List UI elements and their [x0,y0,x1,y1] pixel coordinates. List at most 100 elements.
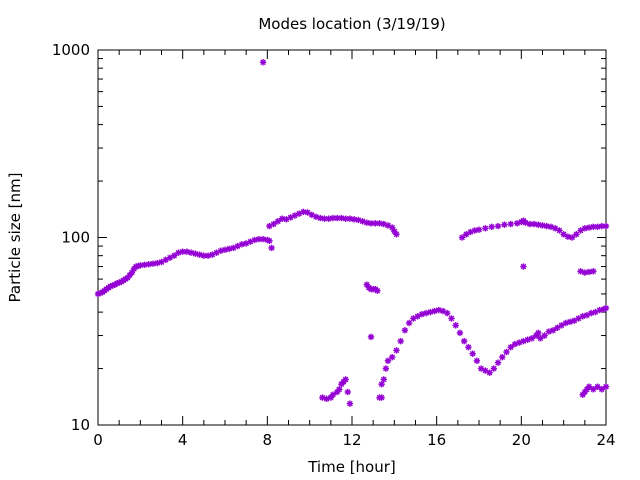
data-point [278,215,286,222]
data-point [602,383,610,390]
data-point [469,350,476,357]
data-point [602,222,610,230]
data-point [242,240,250,247]
data-point [473,357,481,364]
data-point [488,223,495,231]
data-point [458,234,466,241]
y-tick-label: 1000 [52,41,90,59]
data-point [405,319,413,327]
axis-tick-labels: 0 4 8 12 16 20 24 10 100 1000 [52,41,616,449]
data-point [196,251,203,258]
data-point [380,376,387,383]
data-point [266,237,273,245]
data-point [573,231,580,238]
data-point [507,220,514,228]
data-point [486,369,493,376]
data-point [568,234,576,241]
data-point [520,263,527,270]
data-point [579,313,586,320]
data-point [598,386,605,393]
data-point [501,221,508,228]
data-point [558,322,565,329]
data-point [401,327,409,334]
data-point [596,306,603,314]
data-point [581,225,589,232]
data-point [287,214,294,221]
chart-title: Modes location (3/19/19) [258,15,445,33]
data-point [448,315,455,322]
data-point [482,225,489,232]
data-point [397,337,404,345]
data-point [539,222,546,229]
data-point [494,359,502,366]
data-point [378,394,385,401]
data-point [145,261,152,268]
x-tick-label: 24 [596,431,615,449]
data-point [384,357,392,364]
x-tick-label: 16 [427,431,446,449]
data-point [471,227,478,234]
data-point [602,304,610,312]
data-point [503,348,510,356]
x-tick-label: 4 [178,431,188,449]
data-point [378,381,385,388]
data-point [393,231,400,238]
data-point [192,250,199,257]
data-point [556,227,563,234]
data-point [268,244,275,252]
x-tick-label: 0 [93,431,103,449]
data-point [452,322,459,329]
data-point [535,329,542,337]
data-point [382,365,390,372]
data-point [499,353,506,361]
data-point [350,216,358,223]
data-point [393,347,400,354]
data-point [456,329,464,337]
data-point [490,365,498,372]
data-point [346,400,354,407]
data-point [460,337,468,345]
data-point [444,309,451,317]
data-point [494,222,502,230]
axis-ticks [97,49,607,426]
data-point [376,220,383,227]
data-point [270,220,277,228]
data-point [274,218,282,225]
data-point [528,335,536,342]
data-point [259,235,267,243]
data-point [346,215,354,222]
data-point [543,222,550,230]
data-point [507,343,514,351]
data-point [537,335,544,342]
data-point [389,353,396,361]
y-axis-label: Particle size [nm] [6,173,24,303]
data-point [594,223,601,231]
data-point [259,59,267,66]
data-point [585,224,593,231]
data-point [590,268,597,275]
data-point [344,388,351,396]
x-tick-label: 20 [512,431,531,449]
x-axis-label: Time [hour] [307,458,396,476]
data-point [374,287,381,294]
data-point [590,386,597,393]
data-point [175,249,182,256]
data-points [94,59,610,407]
data-point [367,333,375,341]
data-point [435,306,442,314]
data-point [158,258,165,266]
data-point [342,376,349,383]
data-point [475,226,483,233]
data-point [329,391,337,398]
data-point [171,252,178,259]
plot-frame [97,49,607,426]
data-point [541,332,548,339]
data-point [598,222,605,230]
x-tick-label: 12 [342,431,361,449]
data-point [418,310,426,318]
data-point [564,233,572,240]
data-point [300,208,307,216]
y-tick-label: 100 [61,229,90,247]
y-tick-label: 10 [71,416,90,434]
